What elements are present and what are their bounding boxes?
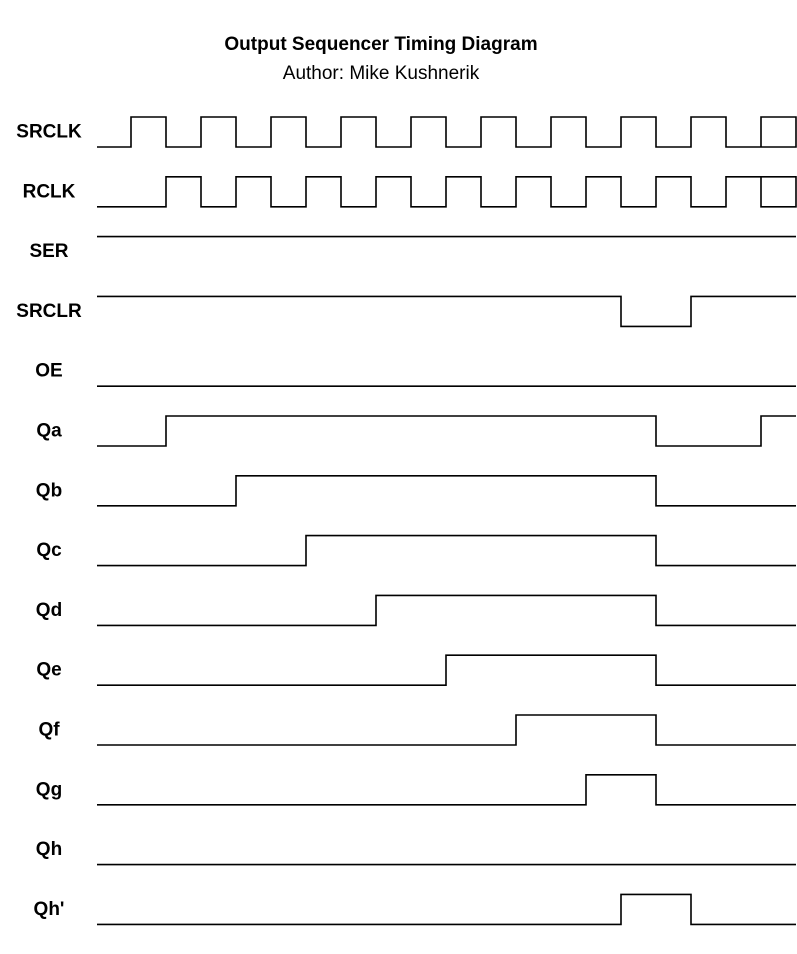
- waveform-qg: [97, 774, 796, 806]
- diagram-title: Output Sequencer Timing Diagram: [224, 34, 538, 55]
- waveform-srclr: [97, 295, 796, 328]
- waveform-qc: [97, 534, 796, 567]
- signal-label-qa: Qa: [36, 421, 62, 442]
- waveform-qb: [97, 475, 796, 507]
- signals-group: SRCLK RCLK SER SRCLR OE Qa Qb Qc Qd Qe Qf Qg Qh Qh': [16, 116, 797, 926]
- signal-label-oe: OE: [35, 361, 62, 382]
- signal-label-srclk: SRCLK: [16, 122, 82, 143]
- signal-label-qd: Qd: [36, 600, 62, 621]
- signal-label-qe: Qe: [36, 660, 61, 681]
- waveform-qf: [97, 714, 796, 746]
- signal-label-ser: SER: [29, 241, 68, 262]
- signal-label-qh: Qh': [34, 899, 65, 920]
- waveform-srclk: [97, 116, 797, 148]
- signal-label-qg: Qg: [36, 779, 62, 800]
- waveform-qe: [97, 654, 796, 686]
- signal-label-qb: Qb: [36, 480, 62, 501]
- waveform-qh: [97, 893, 796, 926]
- signal-label-qh: Qh: [36, 839, 62, 860]
- signal-label-qf: Qf: [38, 720, 60, 741]
- signal-label-srclr: SRCLR: [16, 301, 82, 322]
- waveform-qd: [97, 594, 796, 627]
- waveform-qa: [97, 415, 796, 447]
- signal-label-qc: Qc: [36, 540, 62, 561]
- signal-label-rclk: RCLK: [23, 181, 76, 202]
- waveform-rclk: [97, 176, 797, 208]
- diagram-subtitle: Author: Mike Kushnerik: [282, 63, 480, 84]
